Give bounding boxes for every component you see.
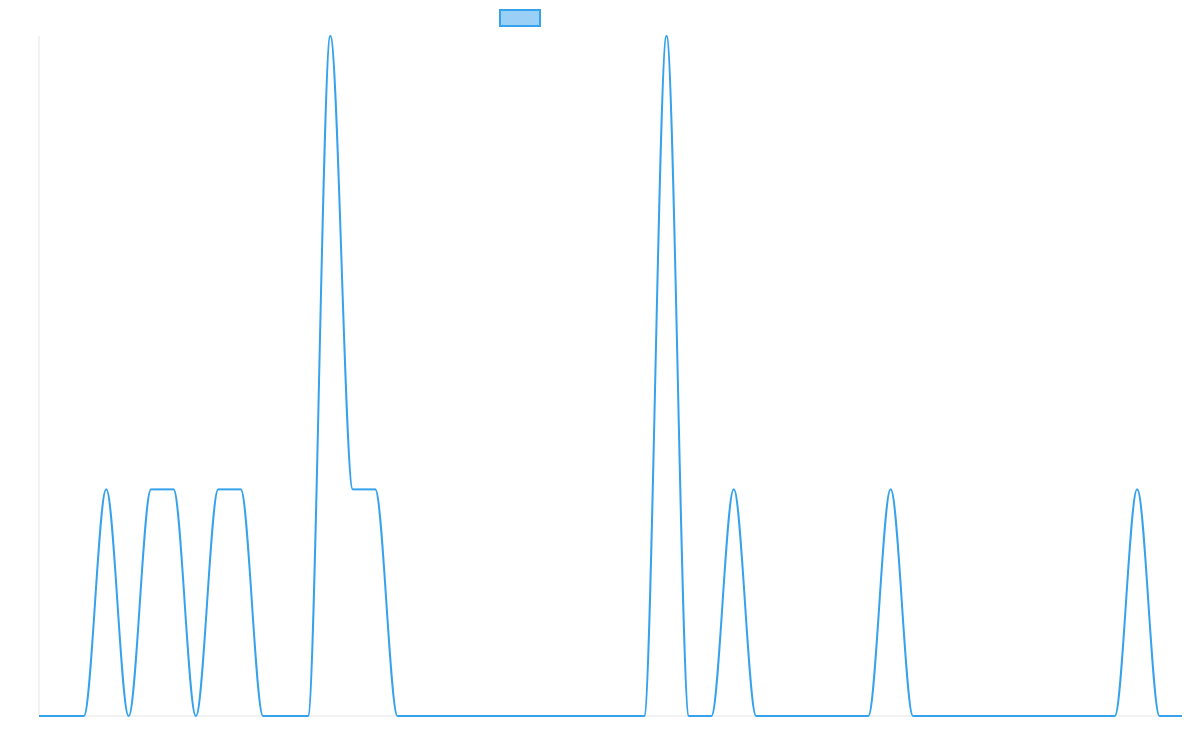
data-point[interactable] xyxy=(686,713,692,719)
data-point[interactable] xyxy=(395,713,401,719)
data-point[interactable] xyxy=(932,713,938,719)
data-point[interactable] xyxy=(955,713,961,719)
data-point[interactable] xyxy=(36,713,42,719)
data-point[interactable] xyxy=(439,713,445,719)
series-line xyxy=(39,34,1182,718)
data-point[interactable] xyxy=(977,713,983,719)
data-point[interactable] xyxy=(574,713,580,719)
data-point[interactable] xyxy=(1045,713,1051,719)
data-point[interactable] xyxy=(484,713,490,719)
data-point[interactable] xyxy=(305,713,311,719)
data-point[interactable] xyxy=(283,713,289,719)
data-point[interactable] xyxy=(641,713,647,719)
data-point[interactable] xyxy=(1022,713,1028,719)
data-point[interactable] xyxy=(888,486,894,492)
data-point[interactable] xyxy=(462,713,468,719)
data-point[interactable] xyxy=(1000,713,1006,719)
data-point[interactable] xyxy=(417,713,423,719)
data-point[interactable] xyxy=(820,713,826,719)
data-point[interactable] xyxy=(731,486,737,492)
data-point[interactable] xyxy=(843,713,849,719)
legend-swatch[interactable] xyxy=(499,9,541,27)
data-point[interactable] xyxy=(551,713,557,719)
data-point[interactable] xyxy=(126,713,132,719)
data-point[interactable] xyxy=(1089,713,1095,719)
data-point[interactable] xyxy=(776,713,782,719)
data-point[interactable] xyxy=(148,486,154,492)
data-point[interactable] xyxy=(708,713,714,719)
legend[interactable] xyxy=(499,9,541,27)
data-point[interactable] xyxy=(798,713,804,719)
data-point[interactable] xyxy=(327,33,333,39)
series-layer xyxy=(36,33,1185,719)
axes xyxy=(38,36,1182,717)
data-point[interactable] xyxy=(507,713,513,719)
data-point[interactable] xyxy=(1067,713,1073,719)
data-point[interactable] xyxy=(664,33,670,39)
data-point[interactable] xyxy=(596,713,602,719)
data-point[interactable] xyxy=(372,486,378,492)
data-point[interactable] xyxy=(81,713,87,719)
data-point[interactable] xyxy=(170,486,176,492)
data-point[interactable] xyxy=(1179,713,1185,719)
data-point[interactable] xyxy=(865,713,871,719)
data-point[interactable] xyxy=(260,713,266,719)
data-point[interactable] xyxy=(215,486,221,492)
data-point[interactable] xyxy=(910,713,916,719)
data-point[interactable] xyxy=(238,486,244,492)
data-point[interactable] xyxy=(1134,486,1140,492)
data-point[interactable] xyxy=(529,713,535,719)
data-point[interactable] xyxy=(103,486,109,492)
data-point[interactable] xyxy=(619,713,625,719)
data-point[interactable] xyxy=(1157,713,1163,719)
data-point[interactable] xyxy=(1112,713,1118,719)
data-point[interactable] xyxy=(753,713,759,719)
data-point[interactable] xyxy=(193,713,199,719)
data-point[interactable] xyxy=(350,486,356,492)
data-point[interactable] xyxy=(58,713,64,719)
